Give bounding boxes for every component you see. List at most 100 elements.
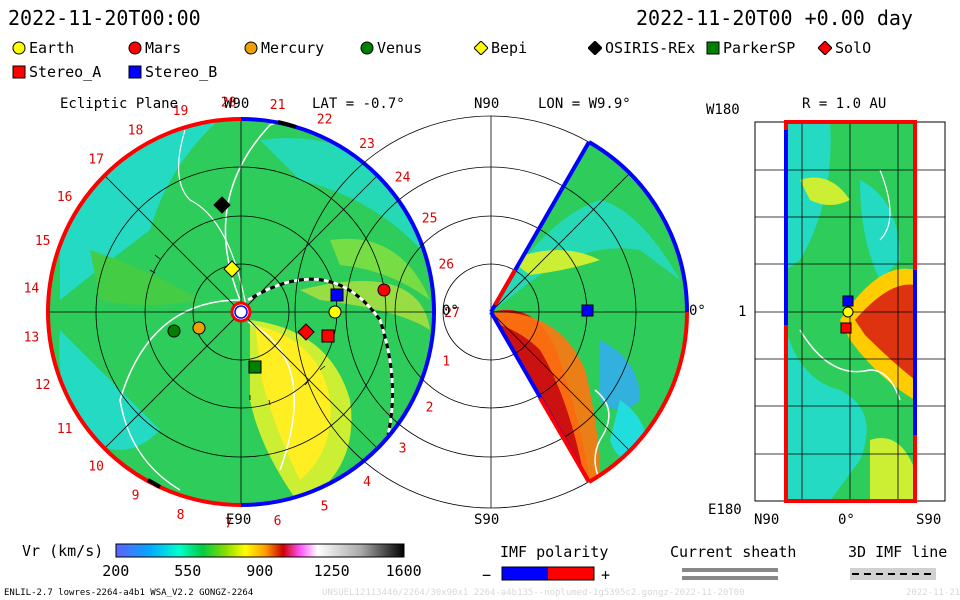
meridional-top-left: N90	[474, 96, 500, 112]
current-sheath-swatch	[682, 568, 778, 580]
stereo-b-marker	[330, 288, 344, 302]
carrington-label-20: 20	[221, 95, 237, 110]
legend-label: OSIRIS-REx	[605, 39, 696, 57]
legend-label: ParkerSP	[723, 39, 796, 57]
carrington-label-4: 4	[363, 475, 371, 490]
osiris-marker	[213, 196, 231, 214]
latlon-x-mid: 0°	[838, 512, 855, 528]
imf3d-title: 3D IMF line	[848, 543, 948, 561]
venus-marker	[167, 324, 181, 338]
imf-positive-swatch	[548, 567, 594, 580]
ecliptic-title: Ecliptic Plane	[60, 96, 179, 112]
legend-marker-icon	[360, 41, 374, 55]
legend-marker-icon	[12, 65, 26, 79]
lat-label: LAT = -0.7°	[312, 96, 405, 112]
legend-label: Earth	[29, 39, 75, 57]
colorbar-title: Vr (km/s)	[22, 542, 104, 560]
ecliptic-plane-panel	[46, 117, 436, 507]
vr-colorbar	[115, 543, 405, 558]
imf-plus: +	[601, 566, 611, 584]
meridional-bottom-left: S90	[474, 512, 500, 528]
latlon-top-left: W180	[706, 102, 740, 118]
legend-marker-icon	[244, 41, 258, 55]
carrington-label-9: 9	[132, 489, 140, 504]
carrington-label-13: 13	[24, 331, 40, 346]
lon-label: LON = W9.9°	[538, 96, 631, 112]
carrington-label-14: 14	[24, 282, 40, 297]
stereo-a-marker	[321, 329, 335, 343]
footer-right-end: 2022-11-21	[906, 588, 960, 598]
meridional-panel	[294, 115, 690, 509]
date-right: 2022-11-20T00 +0.00 day	[636, 6, 913, 30]
bepi-marker	[223, 260, 241, 278]
carrington-label-1: 1	[442, 355, 450, 370]
legend-marker-icon	[128, 65, 142, 79]
carrington-label-18: 18	[128, 123, 144, 138]
parker-marker	[248, 360, 262, 374]
carrington-label-2: 2	[426, 401, 434, 416]
legend-item-venus: Venus	[360, 39, 422, 57]
legend-label: Bepi	[491, 39, 528, 57]
legend-item-mercury: Mercury	[244, 39, 324, 57]
carrington-label-5: 5	[321, 500, 329, 515]
legend-item-bepi: Bepi	[474, 39, 527, 57]
carrington-label-6: 6	[274, 514, 282, 529]
colorbar-tick-1600: 1600	[385, 562, 422, 580]
carrington-label-24: 24	[395, 170, 411, 185]
legend-marker-icon	[128, 41, 142, 55]
earth-marker	[328, 305, 342, 319]
legend-marker-icon	[588, 41, 602, 55]
imf-negative-swatch	[502, 567, 548, 580]
date-left: 2022-11-20T00:00	[8, 6, 201, 30]
latlon-x-right: S90	[916, 512, 942, 528]
legend-marker-icon	[474, 41, 488, 55]
legend-item-osiris-rex: OSIRIS-REx	[588, 39, 695, 57]
carrington-label-25: 25	[422, 211, 438, 226]
legend-marker-icon	[706, 41, 720, 55]
legend-item-parkersp: ParkerSP	[706, 39, 795, 57]
legend-marker-icon	[12, 41, 26, 55]
legend-item-earth: Earth	[12, 39, 74, 57]
carrington-label-15: 15	[35, 234, 51, 249]
legend-item-stereo-b: Stereo_B	[128, 63, 217, 81]
legend-label: Stereo_B	[145, 63, 218, 81]
imf3d-line-swatch	[850, 568, 936, 580]
carrington-label-22: 22	[317, 112, 333, 127]
footer-right-faded: UNSUEL12113446/2264/30x90x1 2264-a4b135-…	[322, 588, 745, 598]
latlon-panel	[754, 120, 946, 503]
colorbar-tick-1250: 1250	[313, 562, 350, 580]
imf-minus: −	[482, 566, 492, 584]
mars-marker	[377, 283, 391, 297]
legend-marker-icon	[818, 41, 832, 55]
carrington-label-23: 23	[359, 137, 375, 152]
carrington-label-10: 10	[88, 460, 104, 475]
latlon-x-left: N90	[754, 512, 780, 528]
stereo-b-marker-2	[581, 304, 594, 317]
legend-item-mars: Mars	[128, 39, 181, 57]
latlon-left-mid: 1	[738, 304, 747, 320]
carrington-label-26: 26	[438, 257, 454, 272]
legend-label: SolO	[835, 39, 872, 57]
legend-label: Mars	[145, 39, 182, 57]
carrington-label-16: 16	[57, 190, 73, 205]
carrington-label-17: 17	[88, 153, 104, 168]
latlon-bottom-left: E180	[708, 502, 742, 518]
colorbar-tick-200: 200	[102, 562, 130, 580]
solo-marker	[297, 323, 315, 341]
current-sheath-title: Current sheath	[670, 543, 797, 561]
carrington-label-8: 8	[177, 508, 185, 523]
colorbar-tick-550: 550	[174, 562, 202, 580]
ecliptic-right-label: 0°	[442, 303, 459, 319]
legend-item-solo: SolO	[818, 39, 871, 57]
carrington-label-7: 7	[225, 517, 233, 532]
carrington-label-12: 12	[35, 378, 51, 393]
carrington-label-27: 27	[444, 306, 460, 321]
carrington-label-3: 3	[399, 442, 407, 457]
meridional-right-label: 0°	[689, 303, 706, 319]
ecliptic-top-label: W90	[224, 96, 250, 112]
ecliptic-bottom-label: E90	[226, 512, 252, 528]
legend-label: Venus	[377, 39, 423, 57]
imf-polarity-title: IMF polarity	[500, 543, 609, 561]
